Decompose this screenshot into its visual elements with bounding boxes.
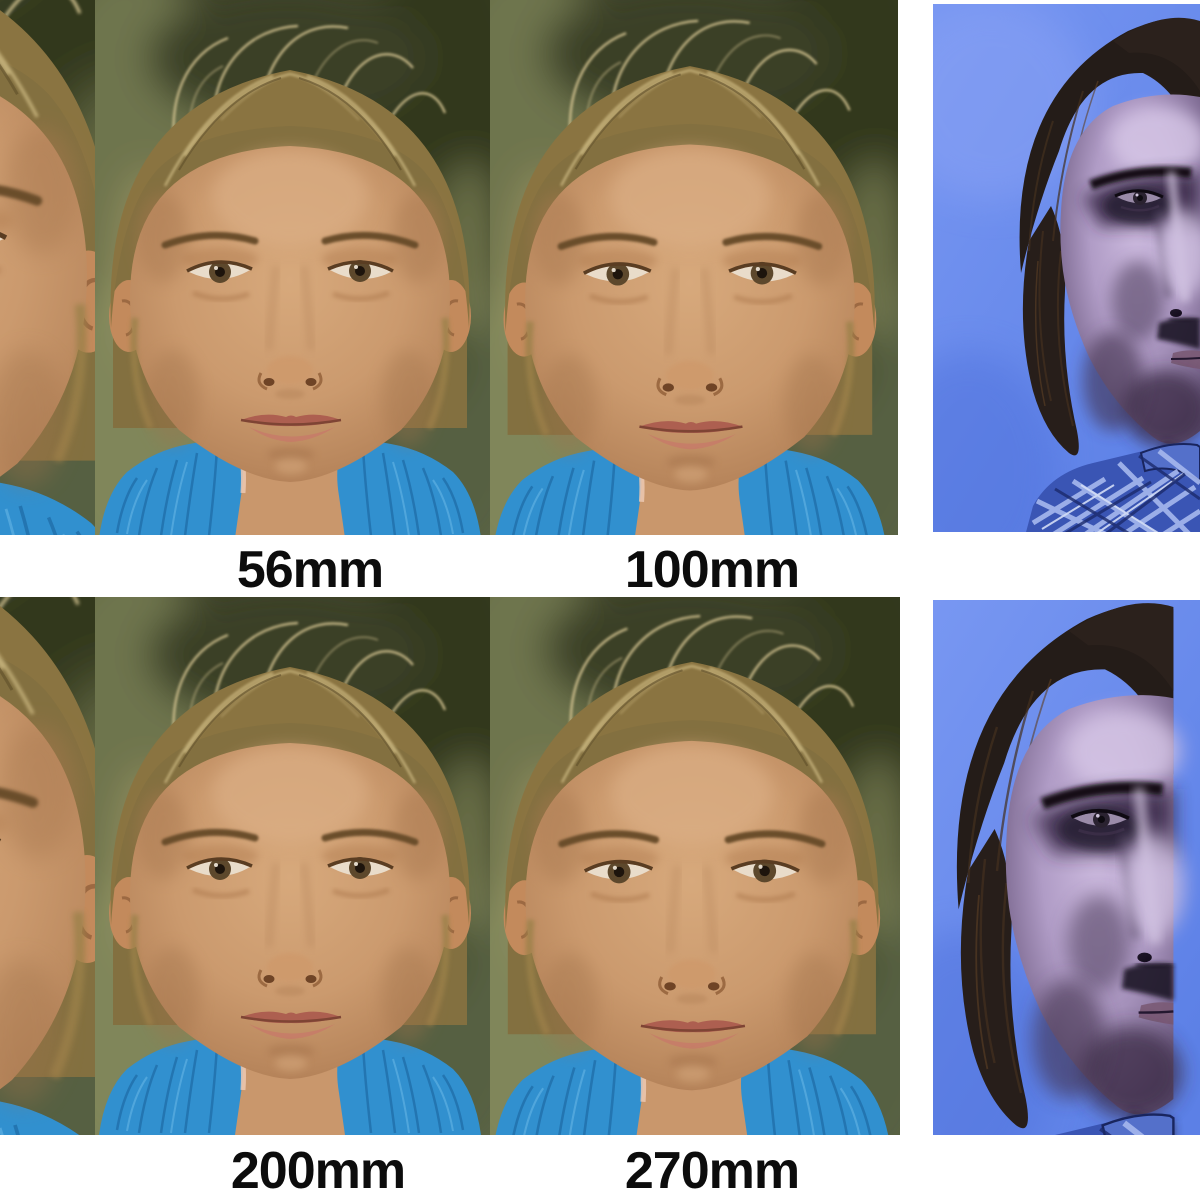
photo-200mm <box>95 597 490 1135</box>
label-200mm: 200mm <box>230 1142 406 1200</box>
man-portrait-illustration-bottom <box>933 600 1200 1137</box>
photo-100mm <box>490 0 898 535</box>
girl-portrait-100mm-illustration <box>490 0 898 535</box>
label-strip-bottom: 200mm 270mm <box>0 1135 1200 1200</box>
girl-portrait-270mm-illustration <box>490 597 900 1135</box>
girl-portrait-200mm-illustration <box>95 597 490 1135</box>
photo-56mm <box>95 0 490 535</box>
girl-partial-portrait-illustration <box>0 0 95 535</box>
man-portrait-illustration-top <box>933 4 1200 532</box>
photo-270mm <box>490 597 900 1135</box>
label-56mm: 56mm <box>236 541 384 599</box>
label-270mm: 270mm <box>624 1142 800 1200</box>
photo-wide-angle-partial-bottom <box>0 597 95 1135</box>
photo-man-portrait-top <box>933 4 1200 532</box>
girl-partial-portrait-illustration-bottom <box>0 597 95 1135</box>
girl-portrait-56mm-illustration <box>95 0 490 535</box>
label-100mm: 100mm <box>624 541 800 599</box>
photo-man-portrait-bottom <box>933 600 1200 1137</box>
photo-wide-angle-partial-top <box>0 0 95 535</box>
label-strip-top: 56mm 100mm <box>0 535 1200 597</box>
